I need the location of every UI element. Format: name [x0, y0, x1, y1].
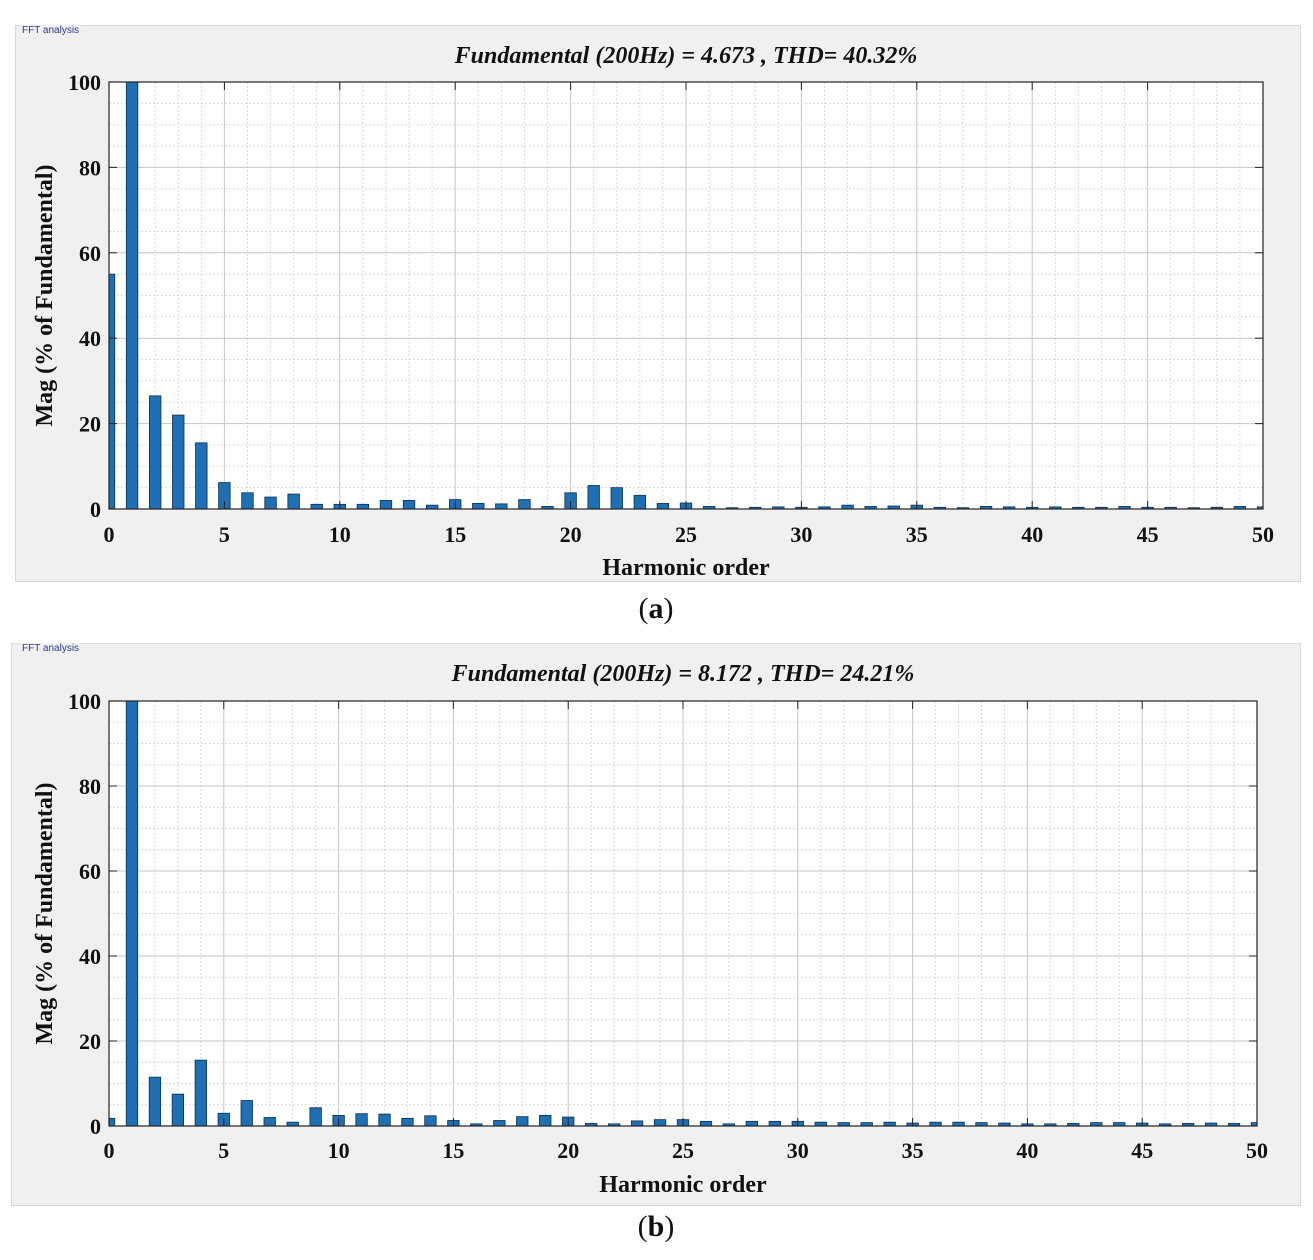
fft-analysis-label: FFT analysis — [20, 643, 82, 654]
caption-b: (b) — [637, 1210, 675, 1243]
fft-panel-a: FFT analysis — [15, 25, 1301, 582]
caption-a: (a) — [638, 592, 674, 625]
fft-panel-b: FFT analysis — [11, 643, 1301, 1206]
caption-b-letter: b — [647, 1210, 665, 1243]
caption-a-letter: a — [648, 592, 664, 625]
fft-analysis-label: FFT analysis — [20, 25, 82, 36]
